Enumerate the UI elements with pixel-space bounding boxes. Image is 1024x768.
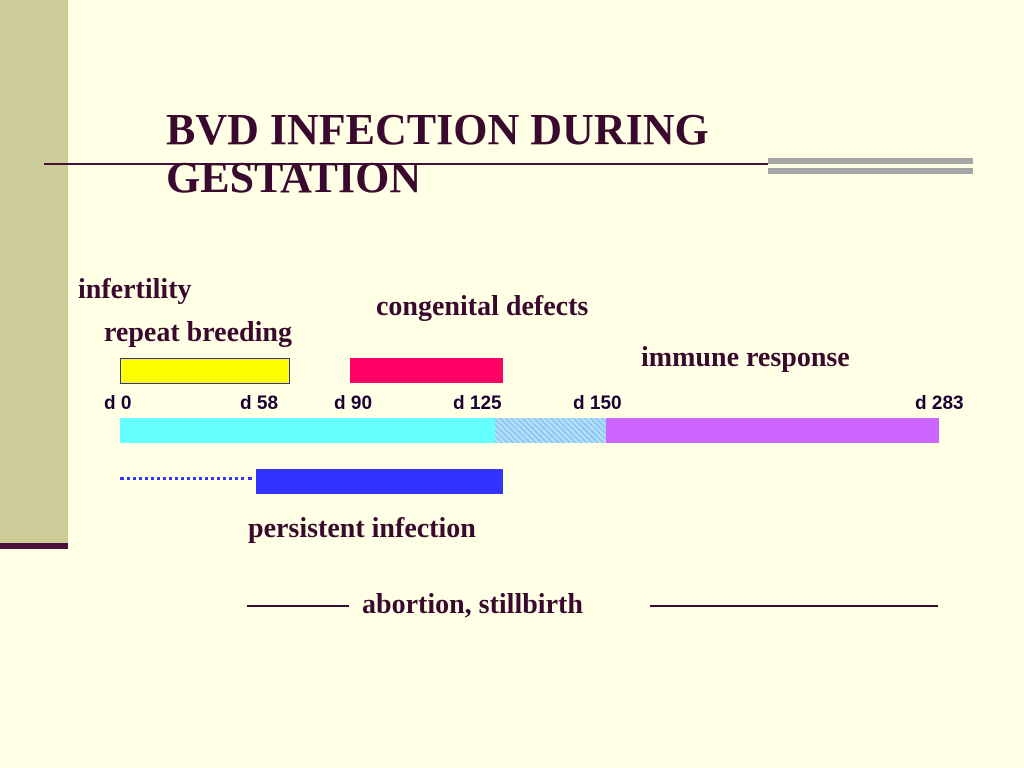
title-rule-gray-bottom (768, 168, 973, 174)
abortion-line-right (650, 605, 938, 607)
abortion-line-left (247, 605, 349, 607)
title-rule (44, 163, 768, 165)
tick-d283: d 283 (915, 393, 964, 414)
label-infertility: infertility (78, 274, 192, 305)
infertility-bar (120, 358, 290, 384)
label-repeat-breeding: repeat breeding (104, 317, 292, 348)
left-accent-base (0, 543, 68, 549)
congenital-defects-bar (350, 358, 503, 383)
tick-d58: d 58 (240, 393, 279, 414)
label-immune-response: immune response (641, 342, 850, 373)
tick-d0: d 0 (104, 393, 132, 414)
persistent-infection-bar (256, 469, 503, 494)
tick-d150: d 150 (573, 393, 622, 414)
label-congenital-defects: congenital defects (376, 291, 589, 322)
left-accent-bar (0, 0, 68, 546)
title-rule-gray-top (768, 158, 973, 164)
timeline-late-segment (606, 418, 939, 443)
slide-title: BVD INFECTION DURING GESTATION (166, 105, 709, 202)
persistent-infection-dotted-line (120, 477, 252, 480)
timeline-early-segment (120, 418, 495, 443)
label-persistent-infection: persistent infection (248, 513, 476, 544)
tick-d125: d 125 (453, 393, 502, 414)
label-abortion-stillbirth: abortion, stillbirth (362, 589, 583, 620)
timeline-transition-segment (495, 418, 606, 443)
tick-d90: d 90 (334, 393, 373, 414)
